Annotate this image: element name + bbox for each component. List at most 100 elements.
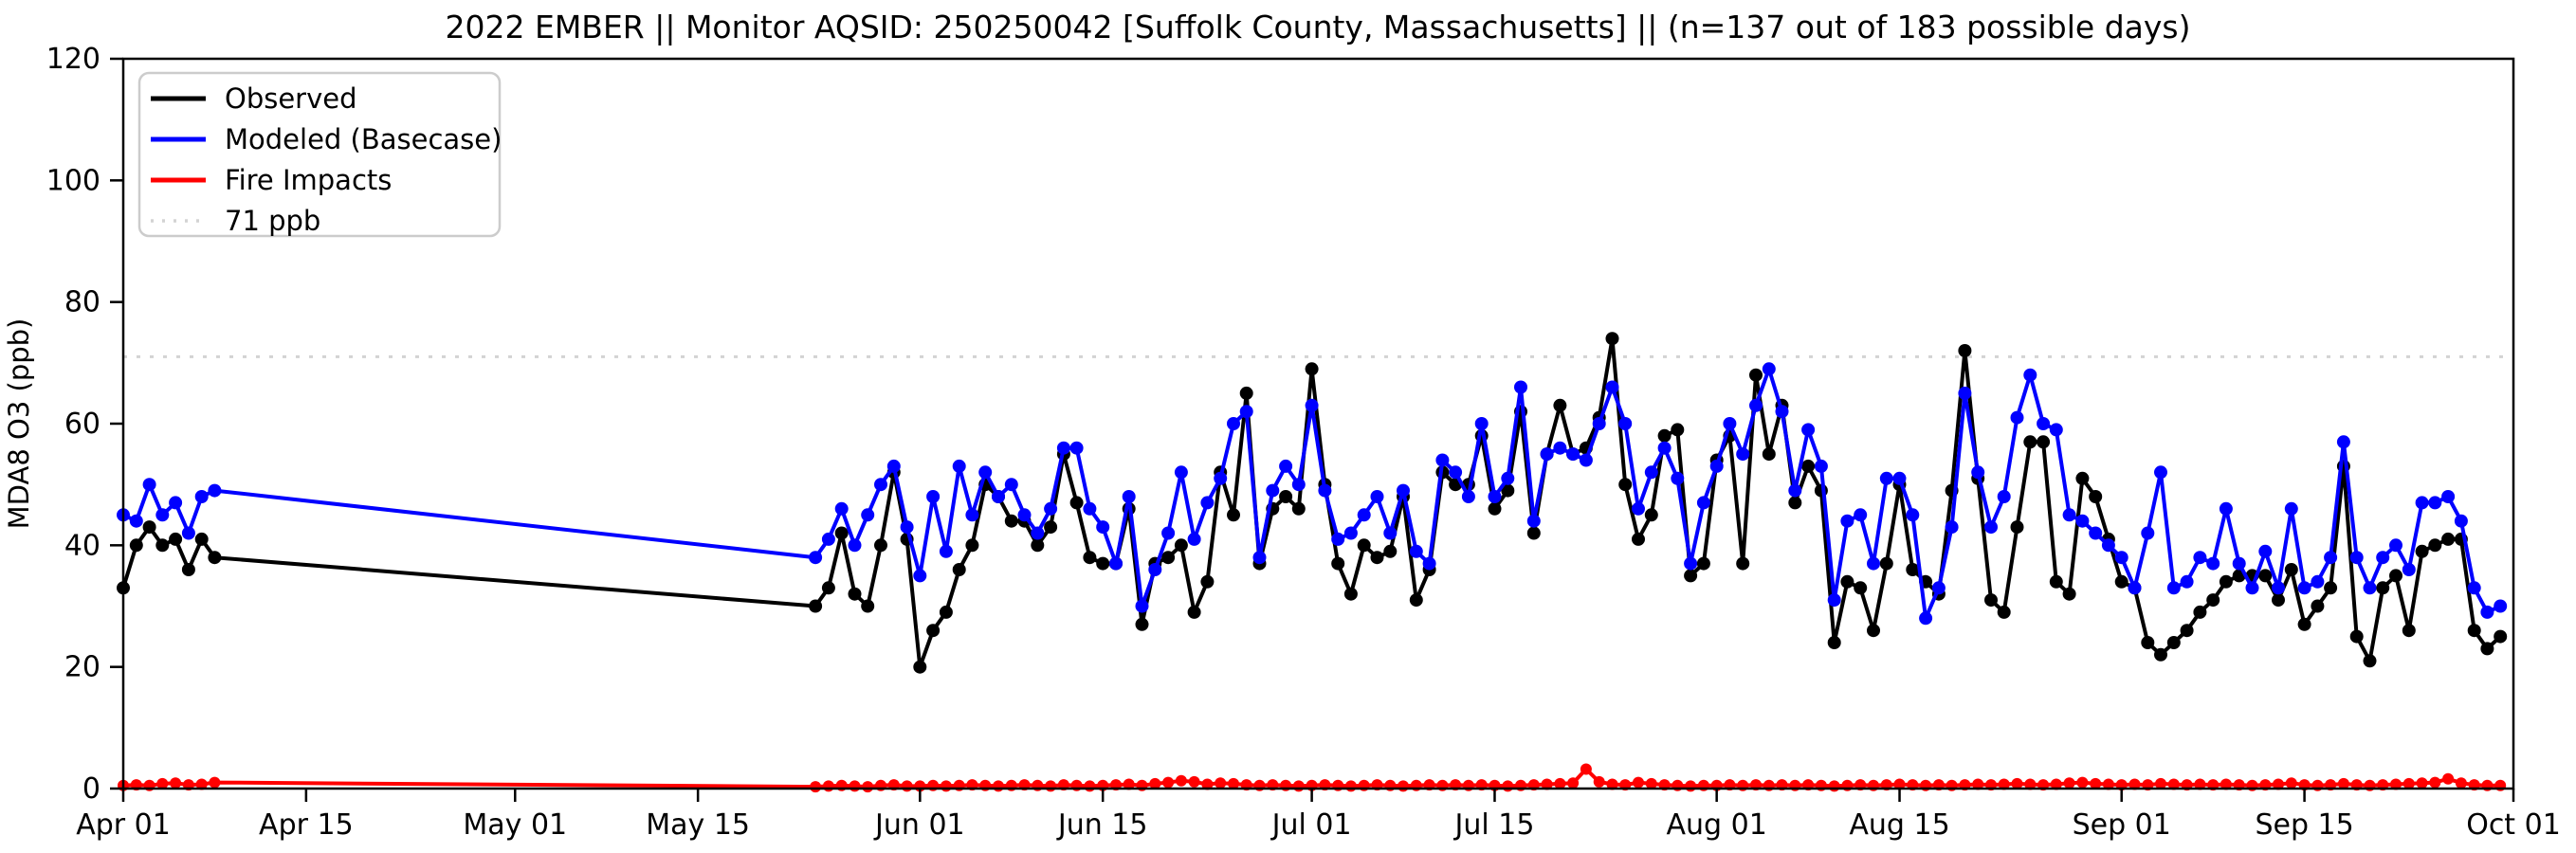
series-marker <box>1398 780 1409 792</box>
series-marker <box>2284 563 2298 576</box>
series-marker <box>2363 654 2377 668</box>
series-marker <box>2166 636 2181 649</box>
series-marker <box>862 781 874 793</box>
series-marker <box>1109 556 1123 571</box>
series-marker <box>1214 471 1228 485</box>
legend-label: Fire Impacts <box>225 164 392 196</box>
series-marker <box>2193 605 2207 619</box>
series-marker <box>1696 496 1710 510</box>
series-marker <box>2454 514 2468 528</box>
series-marker <box>2089 490 2103 503</box>
series-marker <box>142 478 156 492</box>
series-marker <box>1187 532 1201 546</box>
series-marker <box>1474 417 1489 430</box>
series-marker <box>2155 777 2166 789</box>
x-tick-label: Jul 15 <box>1453 808 1535 842</box>
series-marker <box>1161 526 1176 540</box>
series-marker <box>2154 647 2167 662</box>
series-marker <box>1566 447 1580 462</box>
series-marker <box>1579 453 1593 467</box>
series-marker <box>1044 520 1058 535</box>
series-marker <box>1906 508 1920 522</box>
series-marker <box>861 508 875 522</box>
series-marker <box>1514 380 1527 394</box>
series-marker <box>2206 556 2220 571</box>
series-marker <box>849 780 861 792</box>
series-marker <box>822 780 834 792</box>
series-marker <box>1502 780 1514 792</box>
series-marker <box>170 777 182 789</box>
legend-label: 71 ppb <box>225 205 320 237</box>
series-marker <box>181 526 195 540</box>
x-tick-label: Apr 15 <box>259 808 354 842</box>
series-marker <box>1305 362 1319 376</box>
series-marker <box>821 532 835 546</box>
legend-label: Modeled (Basecase) <box>225 123 502 155</box>
series-marker <box>2390 778 2402 790</box>
series-marker <box>1031 526 1045 540</box>
series-marker <box>2273 778 2284 790</box>
series-marker <box>913 660 927 674</box>
series-marker <box>1174 538 1188 553</box>
series-marker <box>1343 526 1358 540</box>
series-marker <box>1736 447 1750 462</box>
series-marker <box>1174 465 1188 480</box>
series-marker <box>939 544 953 558</box>
series-marker <box>1867 556 1880 571</box>
series-marker <box>1972 778 1984 790</box>
x-tick-label: Jun 15 <box>1056 808 1148 842</box>
series-marker <box>1409 544 1423 558</box>
series-marker <box>1618 478 1633 492</box>
series-marker <box>1840 514 1854 528</box>
series-marker <box>169 496 183 510</box>
series-marker <box>1148 563 1162 576</box>
series-marker <box>1997 490 2011 503</box>
x-tick-label: May 01 <box>463 808 567 842</box>
x-tick-label: Jun 01 <box>873 808 965 842</box>
series-marker <box>1788 483 1802 498</box>
series-marker <box>142 520 156 535</box>
series-marker <box>1632 501 1645 516</box>
series-marker <box>2075 471 2090 485</box>
series-marker <box>1684 556 1698 571</box>
series-marker <box>2324 581 2338 595</box>
series-marker <box>2480 642 2494 656</box>
series-marker <box>1187 605 1201 619</box>
series-marker <box>2284 501 2298 516</box>
series-marker <box>1422 556 1436 571</box>
series-marker <box>1488 490 1502 503</box>
series-marker <box>1893 778 1906 790</box>
series-marker <box>1540 447 1554 462</box>
series-marker <box>1228 777 1239 789</box>
series-marker <box>1580 763 1592 775</box>
series-marker <box>1435 453 1450 467</box>
series-marker <box>848 587 862 601</box>
series-marker <box>1827 636 1841 649</box>
series-marker <box>1096 520 1110 535</box>
series-marker <box>1318 483 1332 498</box>
series-marker <box>2063 777 2075 789</box>
series-marker <box>1605 332 1619 346</box>
series-marker <box>209 776 221 789</box>
series-marker <box>1331 532 1345 546</box>
series-marker <box>939 605 953 619</box>
series-marker <box>2480 605 2494 619</box>
x-tick-label: Aug 15 <box>1849 808 1949 842</box>
series-marker <box>1657 441 1672 455</box>
series-marker <box>2245 581 2259 595</box>
series-marker <box>874 478 887 492</box>
series-marker <box>2376 581 2390 595</box>
series-marker <box>926 624 941 638</box>
series-marker <box>810 781 822 793</box>
series-marker <box>2467 581 2481 595</box>
series-marker <box>2349 551 2364 565</box>
y-tick-label: 100 <box>46 164 100 197</box>
series-marker <box>1239 405 1253 419</box>
series-marker <box>1031 538 1045 553</box>
series-marker <box>1083 501 1097 516</box>
series-marker <box>1696 556 1710 571</box>
y-tick-label: 0 <box>82 772 100 806</box>
x-tick-label: Jul 01 <box>1270 808 1352 842</box>
x-tick-label: Aug 01 <box>1667 808 1767 842</box>
